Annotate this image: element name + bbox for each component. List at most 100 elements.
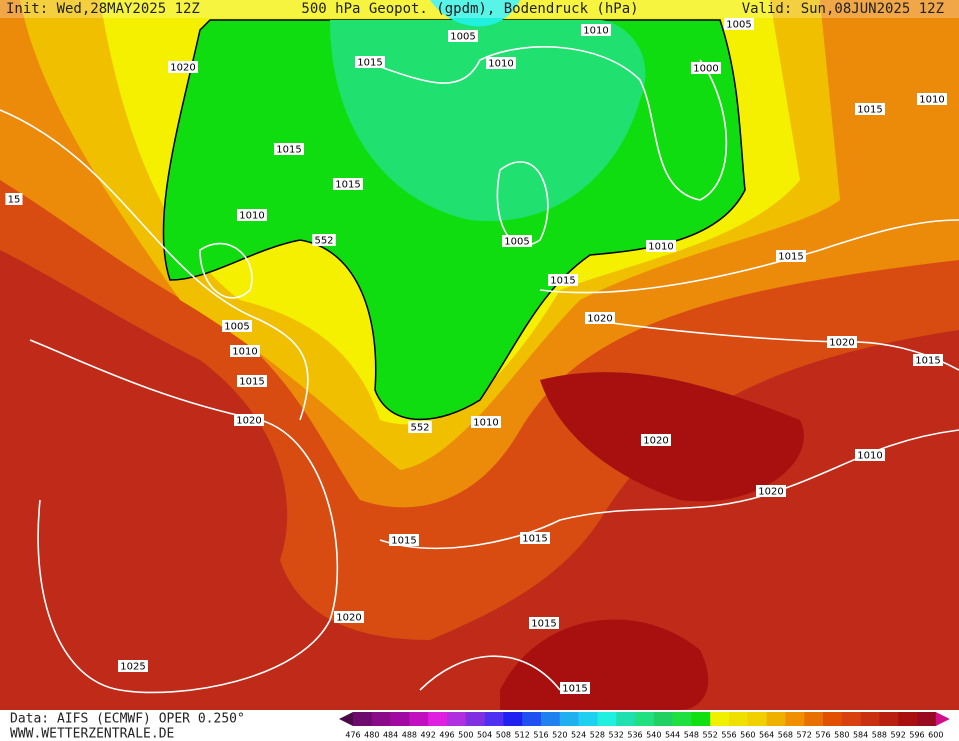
isobar-label: 1010 xyxy=(919,95,944,106)
isobar-label-box xyxy=(855,449,885,461)
legend-label: 496 xyxy=(439,731,454,740)
legend-label: 488 xyxy=(402,731,417,740)
isobar xyxy=(199,242,253,299)
isobar-label: 1010 xyxy=(232,347,257,358)
legend-swatch xyxy=(898,712,918,726)
legend-swatch xyxy=(635,712,655,726)
isobar-label: 1000 xyxy=(693,64,718,75)
legend-label: 512 xyxy=(515,731,530,740)
legend-label: 492 xyxy=(421,731,436,740)
zone-darkred-south xyxy=(500,619,709,710)
legend-swatch xyxy=(559,712,579,726)
isobar-label: 1005 xyxy=(224,322,249,333)
isobar-label: 1015 xyxy=(335,180,360,191)
isobar-label-box xyxy=(917,93,947,105)
legend-swatch xyxy=(484,712,504,726)
isobar-label-box xyxy=(529,617,559,629)
isobar-label: 1020 xyxy=(170,63,195,74)
legend-swatch xyxy=(691,712,711,726)
legend-label: 584 xyxy=(853,731,868,740)
isobar-label: 1020 xyxy=(236,416,261,427)
legend-swatch xyxy=(653,712,673,726)
zone-green-light xyxy=(330,20,646,222)
isobar-label: 1015 xyxy=(857,105,882,116)
legend-label: 524 xyxy=(571,731,586,740)
isobar-label-box xyxy=(691,62,721,74)
isobar-label-box xyxy=(312,234,336,246)
legend-swatch xyxy=(447,712,467,726)
isobar-label-box xyxy=(448,30,478,42)
legend-swatch xyxy=(841,712,861,726)
isobar-label: 1020 xyxy=(643,436,668,447)
map-title: 500 hPa Geopot. (gpdm), Bodendruck (hPa) xyxy=(301,1,638,17)
legend-swatch xyxy=(785,712,805,726)
isobar-label-box xyxy=(502,235,532,247)
isobar-label: 1010 xyxy=(583,26,608,37)
isobar-label: 1015 xyxy=(276,145,301,156)
legend-label: 476 xyxy=(345,731,360,740)
isobar-label: 1020 xyxy=(336,613,361,624)
isobar-label: 1020 xyxy=(587,314,612,325)
legend-arrow xyxy=(935,712,950,726)
legend-swatch xyxy=(465,712,485,726)
legend-label: 508 xyxy=(496,731,511,740)
isobar-label: 1015 xyxy=(778,252,803,263)
legend-swatch xyxy=(578,712,598,726)
valid-time: Valid: Sun,08JUN2025 12Z xyxy=(742,1,944,17)
isobar-label: 1010 xyxy=(488,59,513,70)
isobar xyxy=(29,339,339,694)
header-band xyxy=(0,0,959,18)
legend-swatch xyxy=(672,712,692,726)
isobar xyxy=(359,46,728,201)
isobar-label-box xyxy=(355,56,385,68)
isobar-label-box xyxy=(724,18,754,30)
legend-label: 592 xyxy=(891,731,906,740)
isobar-label-box xyxy=(855,103,885,115)
isobar xyxy=(496,161,549,247)
isobar-label: 1010 xyxy=(648,242,673,253)
legend-swatch xyxy=(428,712,448,726)
init-time: Init: Wed,28MAY2025 12Z xyxy=(6,1,200,17)
isobar-label: 15 xyxy=(8,195,21,206)
legend-label: 600 xyxy=(928,731,943,740)
isobar-label-box xyxy=(118,660,148,672)
legend-label: 528 xyxy=(590,731,605,740)
legend-swatch xyxy=(409,712,429,726)
legend-swatch xyxy=(823,712,843,726)
isobar-label-box xyxy=(560,682,590,694)
isobar-label: 1020 xyxy=(758,487,783,498)
isobar-label: 1005 xyxy=(450,32,475,43)
isobar-label: 1015 xyxy=(562,684,587,695)
legend-label: 516 xyxy=(533,731,548,740)
legend-label: 564 xyxy=(759,731,774,740)
isobar-label-box xyxy=(913,354,943,366)
data-source: Data: AIFS (ECMWF) OPER 0.250° xyxy=(10,712,245,727)
legend-swatch xyxy=(353,712,373,726)
legend-swatch xyxy=(371,712,391,726)
isobar-label: 1015 xyxy=(391,536,416,547)
isobar-label: 1020 xyxy=(829,338,854,349)
isobar-label-box xyxy=(222,320,252,332)
legend-label: 484 xyxy=(383,731,398,740)
legend-swatch xyxy=(503,712,523,726)
isobar-label-box xyxy=(234,414,264,426)
legend-label: 568 xyxy=(778,731,793,740)
isobar-label-box xyxy=(168,61,198,73)
isobar-label: 1015 xyxy=(915,356,940,367)
isobar-label-box xyxy=(333,178,363,190)
isobar xyxy=(419,655,561,691)
isobar-label: 1015 xyxy=(531,619,556,630)
isobar-label: 1010 xyxy=(473,418,498,429)
legend-label: 532 xyxy=(609,731,624,740)
isobar xyxy=(0,109,309,421)
isobar-label-box xyxy=(581,24,611,36)
legend-swatch xyxy=(597,712,617,726)
legend-swatch xyxy=(710,712,730,726)
isobar-label: 1005 xyxy=(726,20,751,31)
zone-darkred xyxy=(540,372,804,502)
legend-label: 588 xyxy=(872,731,887,740)
isobar-label-box xyxy=(641,434,671,446)
zone-cyan xyxy=(430,0,520,27)
isobar-label-box xyxy=(827,336,857,348)
